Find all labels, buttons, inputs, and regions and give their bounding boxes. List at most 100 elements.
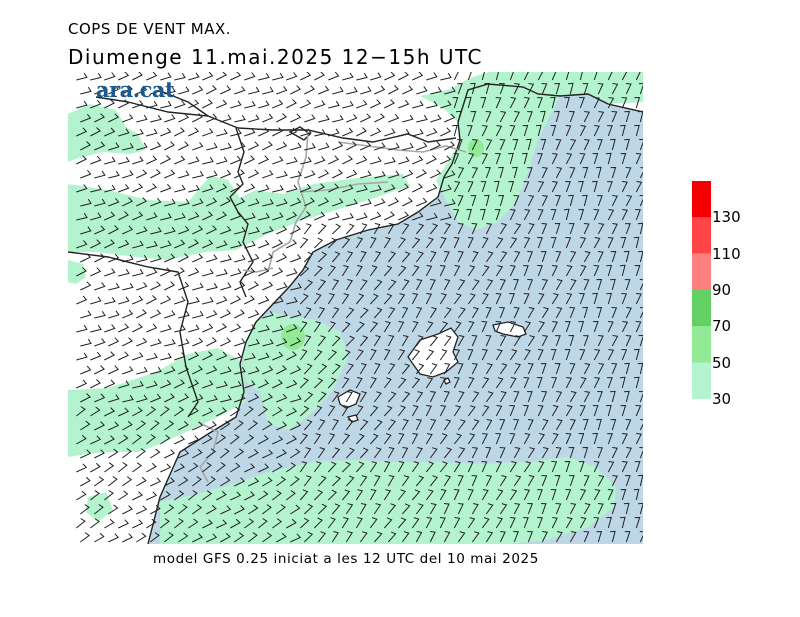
wind-barb (150, 197, 162, 207)
wind-barb (624, 362, 630, 375)
wind-barb (481, 72, 485, 81)
wind-barb (583, 531, 590, 543)
wind-barb (132, 352, 144, 361)
wind-barb (383, 265, 393, 277)
wind-barb (187, 490, 198, 501)
wind-barb (457, 83, 463, 95)
wind-barb (90, 127, 101, 137)
wind-barb (230, 155, 242, 165)
wind-barb (188, 351, 200, 361)
wind-barb (220, 85, 232, 95)
wind-barb (416, 86, 428, 95)
wind-barb (206, 225, 218, 235)
wind-barb (499, 531, 506, 543)
wind-barb (286, 296, 298, 305)
wind-barb (639, 279, 643, 291)
wind-barb (621, 209, 628, 221)
wind-barb (453, 265, 461, 277)
wind-barb (356, 184, 368, 193)
wind-barb (439, 405, 447, 417)
wind-barb (495, 321, 502, 333)
wind-barb (355, 461, 365, 473)
wind-barb (318, 114, 330, 123)
wind-barb (285, 490, 296, 501)
wind-barb (415, 335, 424, 347)
wind-barb (429, 223, 439, 235)
wind-barb (300, 128, 312, 137)
wind-barb (373, 447, 382, 459)
wind-barb (220, 169, 232, 179)
wind-barb (495, 72, 500, 81)
wind-barb (108, 113, 120, 123)
wind-barb (332, 169, 343, 179)
wind-barb (402, 142, 414, 151)
wind-barb (541, 279, 548, 291)
wind-barb (94, 282, 106, 291)
wind-barb (583, 335, 589, 347)
sea-area (148, 84, 643, 544)
wind-barb (415, 475, 425, 487)
wind-barb (440, 212, 452, 221)
wind-barb (247, 532, 258, 543)
wind-barb (303, 447, 312, 459)
wind-barb (136, 309, 147, 319)
wind-barb (244, 128, 256, 137)
wind-barb (318, 85, 330, 95)
wind-barb (527, 335, 536, 347)
wind-barb (271, 490, 282, 501)
wind-barb (439, 349, 448, 361)
wind-barb (439, 265, 446, 277)
wind-barb (331, 279, 340, 291)
wind-barb (216, 99, 228, 109)
wind-barb (136, 142, 148, 151)
wind-barb (537, 72, 544, 81)
wind-barb (593, 377, 601, 389)
wind-barb (619, 516, 626, 529)
wind-barb (356, 99, 368, 109)
wind-barb (597, 195, 603, 207)
wind-barb (248, 253, 260, 263)
wind-barb (554, 474, 561, 487)
wind-barb (554, 82, 561, 95)
wind-barb (606, 404, 612, 417)
wind-barb (499, 419, 506, 431)
wind-barb (94, 225, 106, 235)
wind-barb (610, 390, 616, 403)
wind-barb (230, 295, 242, 305)
wind-barb (625, 167, 632, 179)
wind-barb (388, 142, 400, 151)
wind-barb (430, 198, 442, 207)
wind-barb (444, 113, 456, 123)
wind-barb (174, 379, 185, 389)
wind-barb (345, 419, 354, 431)
wind-barb (397, 461, 405, 473)
wind-barb (244, 324, 256, 333)
wind-barb (607, 125, 613, 137)
wind-barb (481, 265, 490, 277)
wind-barb (164, 310, 176, 319)
wind-barb (192, 85, 204, 95)
wind-barb (206, 113, 218, 123)
wind-barb (276, 393, 288, 403)
wind-barb (108, 197, 120, 207)
wind-barb (276, 141, 288, 151)
wind-barb (541, 335, 549, 347)
wind-barb (206, 170, 218, 179)
wind-barb (444, 86, 456, 95)
wind-barb (122, 254, 134, 263)
wind-barb (401, 447, 409, 459)
wind-barb (90, 379, 101, 389)
wind-barb (415, 279, 423, 291)
wind-barb (355, 433, 365, 445)
wind-barb (164, 226, 176, 235)
wind-barb (76, 463, 88, 473)
wind-barb (132, 100, 144, 109)
gust-zones-strong (281, 139, 484, 350)
wind-barb (90, 324, 102, 333)
wind-barb (597, 139, 603, 151)
wind-barb (303, 475, 312, 487)
wind-barb (569, 251, 577, 263)
wind-barb (485, 531, 494, 543)
wind-barb (80, 393, 91, 403)
wind-barb (160, 240, 172, 249)
